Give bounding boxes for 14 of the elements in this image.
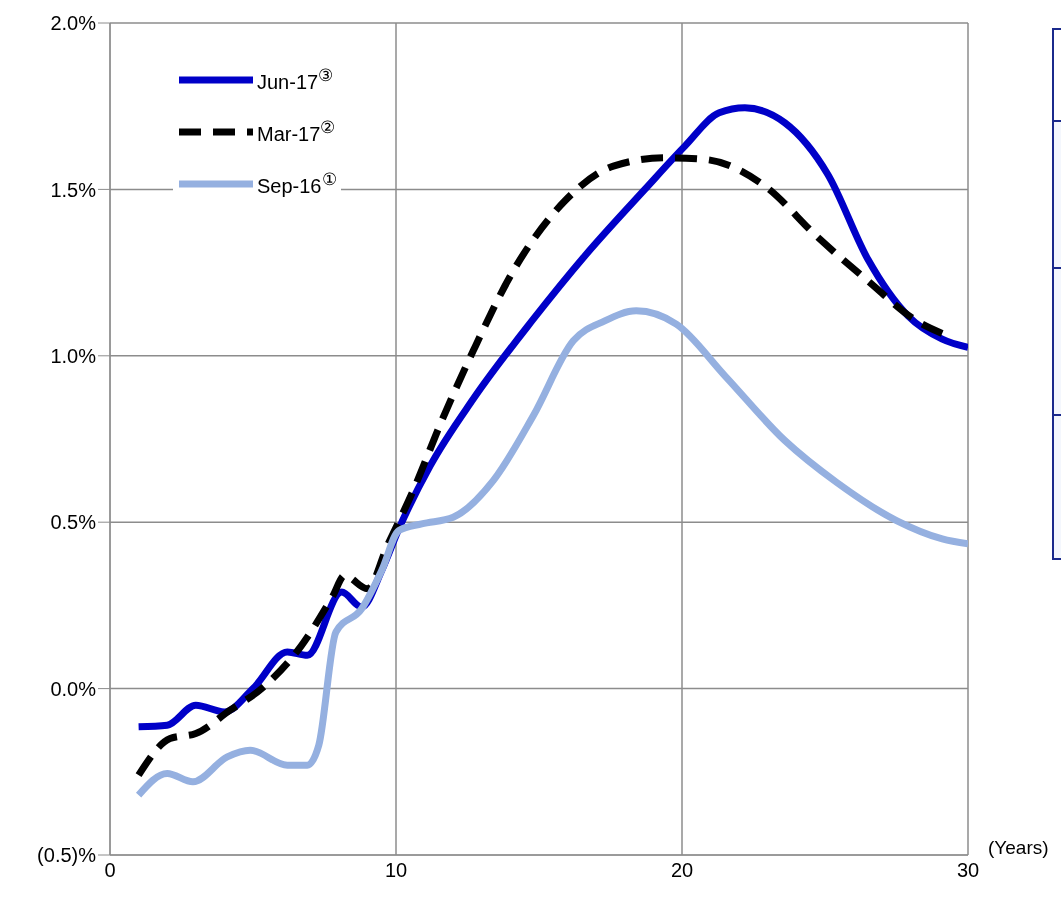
legend-label: Mar-17$^{②}$ [257,118,336,146]
y-tick-label: 1.5% [50,178,97,201]
x-axis-title: (Years) [988,837,1049,859]
y-tick-label: 0.0% [50,677,97,700]
x-tick-label: 0 [104,859,116,882]
x-tick-label: 30 [956,859,980,882]
x-tick-label: 10 [384,859,408,882]
y-tick-label: 2.0% [50,12,97,35]
x-tick-label: 20 [670,859,694,882]
legend-label: Jun-17$^{③}$ [257,66,334,94]
y-tick-label: 0.5% [50,511,97,534]
legend-label: Sep-16$^{①}$ [257,170,337,198]
y-tick-label: (0.5)% [37,844,97,867]
y-tick-label: 1.0% [50,344,97,367]
